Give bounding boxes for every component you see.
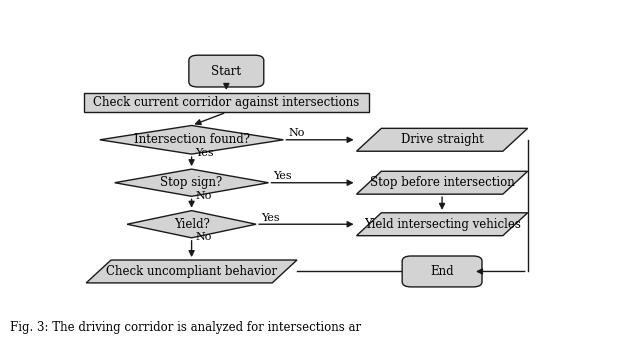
- Text: Start: Start: [211, 65, 241, 78]
- Polygon shape: [127, 211, 256, 238]
- Polygon shape: [356, 171, 527, 194]
- FancyBboxPatch shape: [402, 256, 482, 287]
- Text: No: No: [289, 128, 305, 139]
- Text: End: End: [430, 265, 454, 278]
- Text: Yield?: Yield?: [173, 218, 209, 231]
- Polygon shape: [86, 260, 297, 283]
- Text: Yield intersecting vehicles: Yield intersecting vehicles: [364, 218, 520, 231]
- Text: Check uncompliant behavior: Check uncompliant behavior: [106, 265, 277, 278]
- Text: Yes: Yes: [273, 171, 292, 181]
- Text: No: No: [196, 190, 212, 201]
- Text: Yes: Yes: [261, 213, 280, 223]
- Text: Check current corridor against intersections: Check current corridor against intersect…: [93, 96, 360, 109]
- Text: Yes: Yes: [196, 148, 214, 158]
- Bar: [84, 93, 369, 112]
- Polygon shape: [100, 126, 284, 154]
- Polygon shape: [115, 169, 269, 196]
- Text: No: No: [196, 232, 212, 242]
- FancyBboxPatch shape: [189, 55, 264, 87]
- Text: Intersection found?: Intersection found?: [134, 133, 250, 146]
- Text: Drive straight: Drive straight: [401, 133, 483, 146]
- Text: Fig. 3: The driving corridor is analyzed for intersections ar: Fig. 3: The driving corridor is analyzed…: [10, 321, 361, 334]
- Polygon shape: [356, 213, 527, 236]
- Polygon shape: [356, 128, 527, 151]
- Text: Stop sign?: Stop sign?: [161, 176, 223, 189]
- Text: Stop before intersection: Stop before intersection: [370, 176, 515, 189]
